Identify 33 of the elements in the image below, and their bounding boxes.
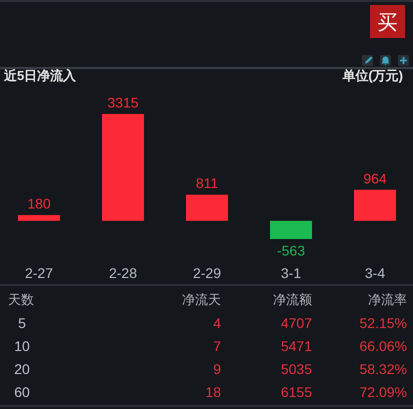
chart-title: 近5日净流入	[3, 68, 78, 83]
x-tick-label: 2-27	[24, 265, 54, 281]
text: 买	[378, 12, 398, 34]
x-tick-label: 3-1	[280, 265, 302, 281]
data-label: 811	[196, 175, 218, 192]
x-tick-label: 3-4	[364, 265, 386, 281]
category-label: 10	[14, 338, 30, 354]
data-label: -563	[276, 242, 306, 258]
text: 18	[205, 384, 221, 400]
text: 9	[213, 361, 221, 377]
text: 5035	[280, 361, 312, 377]
x-tick-label: 2-29	[192, 265, 222, 281]
category-label: 60	[14, 384, 30, 400]
text: 单位(万元)	[341, 68, 403, 83]
text: 天数	[8, 292, 34, 307]
category-label: 5	[18, 315, 26, 331]
data-label: 180	[27, 196, 51, 212]
text: 7	[213, 338, 221, 354]
category-label: 净流天	[182, 292, 221, 307]
category-label: 净流率	[368, 292, 407, 307]
text: 52.15%	[360, 315, 407, 331]
text: 6155	[280, 384, 312, 400]
data-label: 964	[363, 170, 387, 186]
category-label: 净流额	[273, 292, 312, 307]
text: 5471	[280, 338, 312, 354]
text: 4707	[280, 315, 312, 331]
x-tick-label: 2-28	[108, 265, 138, 281]
data-label: 3315	[107, 94, 139, 110]
category-label: 20	[14, 361, 30, 377]
text: 66.06%	[360, 338, 407, 354]
text: 4	[213, 315, 221, 331]
text: 72.09%	[360, 384, 407, 400]
text: 58.32%	[360, 361, 407, 377]
